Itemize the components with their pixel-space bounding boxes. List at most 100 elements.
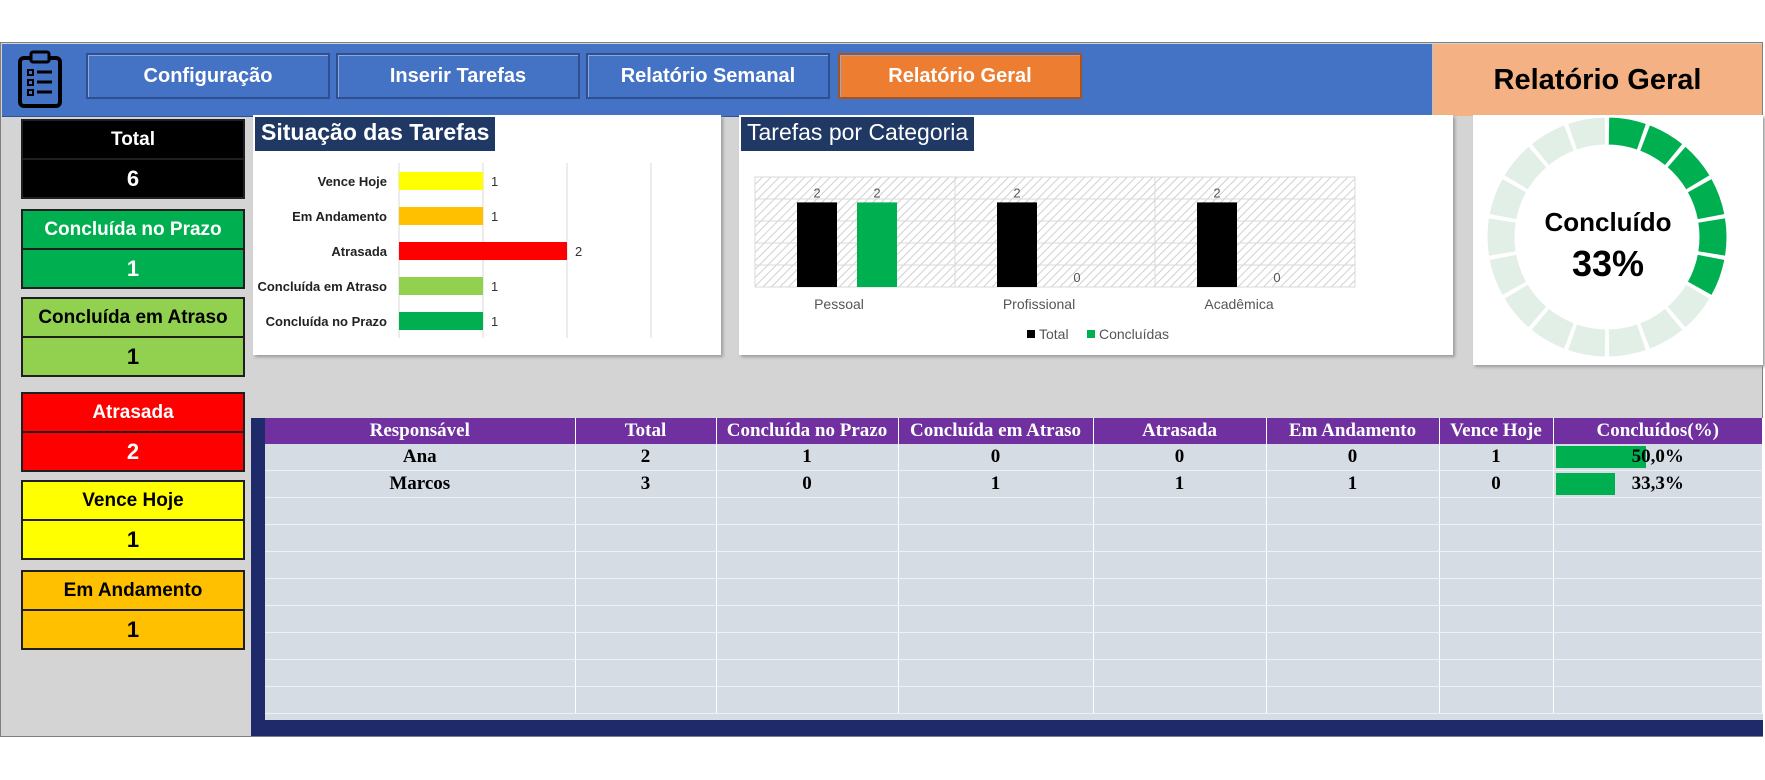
table-cell[interactable] bbox=[1266, 605, 1440, 633]
table-cell[interactable] bbox=[575, 497, 717, 525]
table-cell[interactable] bbox=[1266, 578, 1440, 606]
table-cell[interactable]: 0 bbox=[1439, 470, 1554, 498]
table-cell[interactable] bbox=[1553, 497, 1763, 525]
bar bbox=[399, 277, 483, 295]
responsaveis-table-panel: Responsável Total Concluída no Prazo Conclu… bbox=[251, 418, 1763, 736]
table-cell[interactable]: 0 bbox=[1093, 444, 1267, 471]
table-cell[interactable] bbox=[1439, 497, 1554, 525]
table-cell[interactable] bbox=[716, 632, 899, 660]
table-cell[interactable] bbox=[898, 605, 1094, 633]
table-cell[interactable] bbox=[1553, 551, 1763, 579]
kpi-value: 1 bbox=[126, 255, 140, 281]
table-cell[interactable] bbox=[898, 632, 1094, 660]
table-cell[interactable] bbox=[716, 578, 899, 606]
table-cell[interactable] bbox=[265, 659, 576, 687]
table-cell[interactable] bbox=[1266, 659, 1440, 687]
table-cell[interactable] bbox=[265, 686, 576, 714]
donut-value: 33% bbox=[1571, 243, 1645, 284]
table-cell[interactable] bbox=[1093, 659, 1267, 687]
table-cell[interactable] bbox=[265, 551, 576, 579]
table-cell[interactable] bbox=[898, 578, 1094, 606]
table-cell[interactable] bbox=[1439, 605, 1554, 633]
kpi-value: 2 bbox=[126, 438, 140, 464]
kpi-label: Vence Hoje bbox=[23, 482, 243, 521]
table-cell[interactable] bbox=[1553, 524, 1763, 552]
table-cell[interactable] bbox=[1553, 659, 1763, 687]
chart-categoria-panel: Tarefas por Categoria 2 2 Pessoal 2 0 Profiss… bbox=[739, 115, 1453, 355]
table-cell[interactable] bbox=[1553, 686, 1763, 714]
table-cell[interactable] bbox=[1093, 605, 1267, 633]
percent-cell[interactable]: 33,3% bbox=[1553, 470, 1763, 498]
table-cell[interactable] bbox=[1439, 551, 1554, 579]
table-cell[interactable] bbox=[575, 605, 717, 633]
table-cell[interactable] bbox=[1439, 578, 1554, 606]
donut-segment-empty bbox=[1607, 323, 1648, 358]
column-header: Em Andamento bbox=[1266, 418, 1440, 444]
table-cell[interactable] bbox=[265, 632, 576, 660]
table-cell[interactable]: 1 bbox=[1093, 470, 1267, 498]
table-cell[interactable]: 3 bbox=[575, 470, 717, 498]
table-cell[interactable] bbox=[1553, 578, 1763, 606]
table-cell[interactable]: 1 bbox=[1439, 444, 1554, 471]
category-label: Atrasada bbox=[331, 244, 387, 259]
table-cell[interactable]: 0 bbox=[898, 444, 1094, 471]
table-cell[interactable] bbox=[716, 605, 899, 633]
table-cell[interactable] bbox=[1266, 632, 1440, 660]
table-cell[interactable] bbox=[265, 605, 576, 633]
table-cell[interactable]: 0 bbox=[1266, 444, 1440, 471]
data-label: 1 bbox=[491, 209, 498, 224]
nav-inserir-tarefas-button[interactable]: Inserir Tarefas bbox=[336, 53, 580, 99]
legend-label: Total bbox=[1039, 326, 1069, 342]
table-cell[interactable] bbox=[1439, 632, 1554, 660]
table-cell[interactable] bbox=[1266, 524, 1440, 552]
table-cell[interactable] bbox=[575, 578, 717, 606]
table-cell[interactable]: 0 bbox=[716, 470, 899, 498]
table-cell[interactable] bbox=[1266, 497, 1440, 525]
table-cell[interactable] bbox=[265, 524, 576, 552]
table-cell[interactable] bbox=[1093, 578, 1267, 606]
table-cell[interactable] bbox=[1093, 497, 1267, 525]
table-cell[interactable] bbox=[716, 551, 899, 579]
table-cell[interactable] bbox=[1553, 605, 1763, 633]
nav-configuracao-button[interactable]: Configuração bbox=[86, 53, 330, 99]
table-cell[interactable] bbox=[1093, 686, 1267, 714]
table-cell[interactable] bbox=[575, 551, 717, 579]
table-cell[interactable] bbox=[716, 497, 899, 525]
table-cell[interactable] bbox=[1093, 524, 1267, 552]
table-cell[interactable] bbox=[716, 686, 899, 714]
table-cell[interactable]: 1 bbox=[1266, 470, 1440, 498]
table-cell[interactable] bbox=[898, 659, 1094, 687]
table-cell[interactable] bbox=[575, 632, 717, 660]
nav-relatorio-geral-button[interactable]: Relatório Geral bbox=[838, 53, 1082, 99]
table-cell[interactable]: Ana bbox=[265, 444, 576, 471]
table-row: Marcos 3 0 1 1 1 0 33,3% bbox=[265, 470, 1763, 498]
table-cell[interactable] bbox=[1553, 632, 1763, 660]
nav-relatorio-semanal-button[interactable]: Relatório Semanal bbox=[586, 53, 830, 99]
table-cell[interactable] bbox=[1266, 551, 1440, 579]
donut-segment-filled bbox=[1666, 145, 1711, 191]
table-cell[interactable] bbox=[716, 659, 899, 687]
table-cell[interactable] bbox=[898, 497, 1094, 525]
table-cell[interactable] bbox=[1439, 659, 1554, 687]
table-cell[interactable] bbox=[898, 524, 1094, 552]
percent-cell[interactable]: 50,0% bbox=[1553, 444, 1763, 471]
table-cell[interactable] bbox=[1439, 686, 1554, 714]
table-cell[interactable] bbox=[575, 524, 717, 552]
table-cell[interactable]: 1 bbox=[898, 470, 1094, 498]
table-cell[interactable] bbox=[1439, 524, 1554, 552]
table-cell[interactable]: 1 bbox=[716, 444, 899, 471]
table-cell[interactable]: Marcos bbox=[265, 470, 576, 498]
table-cell[interactable] bbox=[265, 578, 576, 606]
table-cell[interactable] bbox=[575, 659, 717, 687]
kpi-value: 1 bbox=[126, 526, 140, 552]
table-cell[interactable] bbox=[265, 497, 576, 525]
table-cell[interactable] bbox=[1266, 686, 1440, 714]
table-cell[interactable] bbox=[898, 551, 1094, 579]
table-cell[interactable] bbox=[575, 686, 717, 714]
table-cell[interactable] bbox=[1093, 632, 1267, 660]
table-cell[interactable] bbox=[898, 686, 1094, 714]
table-cell[interactable] bbox=[716, 524, 899, 552]
table-cell[interactable] bbox=[1093, 551, 1267, 579]
chart-title: Situação das Tarefas bbox=[255, 117, 496, 151]
table-cell[interactable]: 2 bbox=[575, 444, 717, 471]
